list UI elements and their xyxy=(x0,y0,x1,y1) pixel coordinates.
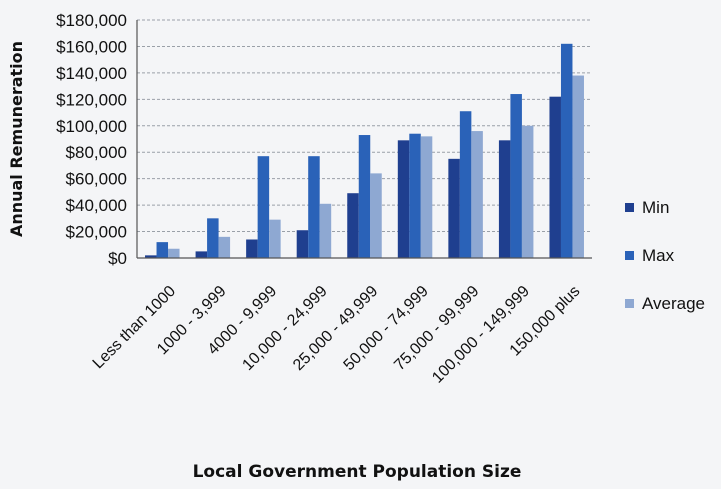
bar-min-7 xyxy=(498,140,511,258)
bar-min-5 xyxy=(397,140,410,258)
bar-max-8 xyxy=(560,43,573,258)
y-tick-label: $140,000 xyxy=(56,64,127,83)
bar-average-8 xyxy=(572,75,584,259)
bar-average-3 xyxy=(319,203,332,258)
y-tick-label: $180,000 xyxy=(56,11,127,30)
x-category-label: Less than 1000 xyxy=(90,283,179,372)
bar-min-1 xyxy=(195,251,208,258)
y-tick-labels: $0 $20,000 $40,000 $60,000 $80,000 $100,000 $1… xyxy=(56,11,127,268)
bar-min-2 xyxy=(246,239,258,258)
bar-max-3 xyxy=(308,156,320,258)
legend-swatch-max xyxy=(625,251,634,260)
legend-swatch-average xyxy=(625,299,634,308)
y-tick-label: $0 xyxy=(108,249,127,268)
y-tick-label: $60,000 xyxy=(66,170,127,189)
bar-average-4 xyxy=(370,173,382,258)
legend-label-max: Max xyxy=(642,246,675,265)
legend-swatch-min xyxy=(625,203,634,212)
bar-max-2 xyxy=(257,156,270,258)
legend-label-min: Min xyxy=(642,198,669,217)
bar-min-3 xyxy=(296,230,309,258)
y-tick-label: $120,000 xyxy=(56,90,127,109)
y-tick-label: $20,000 xyxy=(66,223,127,242)
legend: Min Max Average xyxy=(625,198,705,313)
bar-average-1 xyxy=(218,236,231,258)
legend-label-average: Average xyxy=(642,294,705,313)
bar-min-4 xyxy=(347,193,359,258)
x-category-label: 100,000 - 149,999 xyxy=(429,283,533,387)
bar-average-6 xyxy=(471,131,483,258)
bars xyxy=(145,43,584,259)
bar-max-0 xyxy=(156,242,169,258)
bar-min-0 xyxy=(145,255,157,258)
bar-max-6 xyxy=(459,111,472,258)
bar-min-6 xyxy=(448,158,460,258)
bar-max-4 xyxy=(358,135,371,258)
y-axis-title: Annual Remuneration xyxy=(7,41,26,237)
bar-average-0 xyxy=(168,248,180,258)
bar-average-2 xyxy=(269,219,281,258)
bar-average-7 xyxy=(521,125,534,259)
bar-max-5 xyxy=(409,133,421,258)
bar-average-5 xyxy=(420,136,433,258)
y-tick-label: $40,000 xyxy=(66,196,127,215)
bar-max-7 xyxy=(510,94,522,259)
y-tick-label: $100,000 xyxy=(56,117,127,136)
bar-max-1 xyxy=(207,218,219,258)
axes xyxy=(136,20,592,259)
y-tick-label: $160,000 xyxy=(56,37,127,56)
x-axis-title: Local Government Population Size xyxy=(193,462,522,482)
y-tick-label: $80,000 xyxy=(66,143,127,162)
bar-min-8 xyxy=(549,96,561,258)
